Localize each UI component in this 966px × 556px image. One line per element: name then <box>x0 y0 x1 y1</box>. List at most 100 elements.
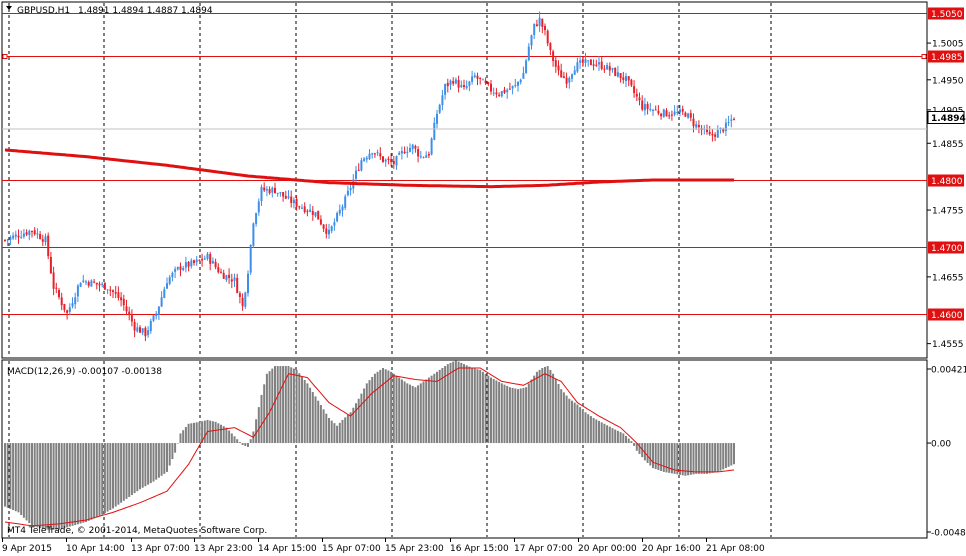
macd-bar <box>676 443 679 475</box>
macd-bar <box>44 443 47 530</box>
macd-bar <box>163 443 166 474</box>
macd-histogram <box>4 360 735 530</box>
candle-body <box>571 74 573 79</box>
macd-bar <box>139 443 141 490</box>
macd-bar <box>41 443 44 529</box>
candle-body <box>125 306 128 312</box>
macd-bar <box>220 424 222 444</box>
macd-bar <box>689 443 692 475</box>
macd-bar <box>654 443 657 470</box>
macd-bar <box>638 443 641 454</box>
macd-bar <box>109 443 112 511</box>
macd-bar <box>457 361 460 444</box>
macd-bar <box>500 383 503 444</box>
macd-bar <box>730 443 733 466</box>
macd-bar <box>643 443 646 461</box>
macd-bar <box>90 443 93 520</box>
candle-body <box>600 61 603 69</box>
time-label: 10 Apr 14:00 <box>66 544 125 554</box>
time-label: 20 Apr 00:00 <box>578 544 637 554</box>
candle-body <box>147 330 150 336</box>
candle-body <box>338 209 341 214</box>
candle-body <box>417 149 420 157</box>
macd-bar <box>360 393 363 444</box>
price-tick-label: 1.4755 <box>932 207 964 217</box>
macd-bar <box>646 443 649 463</box>
candle-body <box>325 228 328 234</box>
candle-body <box>619 73 622 79</box>
candle-body <box>60 297 63 306</box>
candle-body <box>454 79 457 84</box>
candle-body <box>565 77 568 84</box>
candle-body <box>638 97 641 101</box>
candle-body <box>179 266 182 270</box>
macd-bar <box>724 443 727 469</box>
dropdown-triangle-icon[interactable] <box>6 6 12 10</box>
macd-bar <box>544 367 546 444</box>
macd-bar <box>201 421 204 444</box>
candle-body <box>139 327 141 333</box>
candle-body <box>201 258 204 261</box>
macd-bar <box>684 443 687 476</box>
price-tick-label: 1.4855 <box>932 140 964 150</box>
candle-body <box>82 280 85 282</box>
candle-body <box>120 297 123 301</box>
macd-bar <box>341 419 344 444</box>
candle-body <box>692 118 695 127</box>
candle-body <box>106 289 109 291</box>
macd-bar <box>112 443 114 509</box>
candle-body <box>733 119 735 121</box>
macd-bar <box>681 443 684 476</box>
macd-bar <box>166 443 168 472</box>
macd-bar <box>592 418 595 444</box>
macd-bar <box>479 369 482 444</box>
macd-bar <box>535 371 538 444</box>
candle-body <box>652 110 654 112</box>
macd-bar <box>579 407 582 444</box>
macd-bar <box>538 369 541 444</box>
macd-bar <box>414 387 417 444</box>
macd-bar <box>225 427 228 444</box>
macd-bar <box>454 360 457 444</box>
time-label: 13 Apr 07:00 <box>131 544 190 554</box>
candle-body <box>144 327 147 337</box>
macd-bar <box>336 425 339 444</box>
candle-body <box>182 267 185 271</box>
macd-bar <box>292 368 295 444</box>
macd-bar <box>711 443 714 473</box>
candle-body <box>195 259 198 263</box>
macd-bar <box>152 443 155 482</box>
macd-bar <box>552 373 555 444</box>
candle-body <box>311 210 314 215</box>
macd-bar <box>309 387 312 444</box>
candle-body <box>193 260 195 264</box>
candle-body <box>349 187 352 191</box>
candle-body <box>44 236 47 243</box>
candle-body <box>298 206 301 208</box>
time-label: 14 Apr 15:00 <box>258 544 317 554</box>
candle-body <box>438 104 441 113</box>
macd-bar <box>68 443 71 527</box>
candle-body <box>41 239 44 242</box>
macd-bar <box>727 443 730 467</box>
horizontal-levels[interactable]: 1.5050 1.4985 1.4800 1.4700 1.4600 <box>2 7 964 322</box>
price-tick-label: 1.4655 <box>932 273 964 283</box>
macd-bar <box>330 420 333 444</box>
candle-body <box>160 297 163 307</box>
macd-bar <box>419 383 422 444</box>
macd-axis: 0.00421 0.00 -0.00488 <box>927 366 966 539</box>
macd-bar <box>503 384 506 444</box>
candle-body <box>576 62 579 72</box>
macd-bar <box>346 414 349 444</box>
macd-bar <box>487 375 490 444</box>
candle-body <box>85 281 87 283</box>
candle-body <box>398 152 401 155</box>
candle-body <box>557 65 560 71</box>
candle-body <box>314 212 317 217</box>
macd-bar <box>303 380 306 444</box>
macd-bar <box>228 430 231 444</box>
candle-body <box>149 320 152 332</box>
candle-body <box>382 156 384 162</box>
macd-bar <box>71 443 74 526</box>
